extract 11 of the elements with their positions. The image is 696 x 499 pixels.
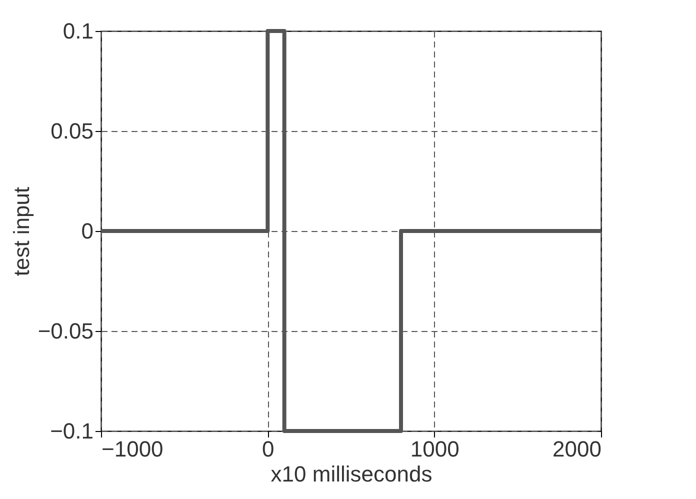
y-tick-label: −0.1 <box>50 418 94 444</box>
x-tick-label: 0 <box>262 436 274 462</box>
x-tick-label: 2000 <box>552 436 602 462</box>
x-tick-label: −1000 <box>102 436 164 462</box>
y-tick-label: −0.05 <box>38 318 94 344</box>
y-axis-title: test input <box>8 186 34 276</box>
y-tick-label: 0.05 <box>50 118 94 144</box>
y-tick-label: 0 <box>81 218 94 244</box>
y-tick-label: 0.1 <box>62 18 94 44</box>
x-tick-label: 1000 <box>410 436 460 462</box>
x-axis-title: x10 milliseconds <box>270 462 432 486</box>
